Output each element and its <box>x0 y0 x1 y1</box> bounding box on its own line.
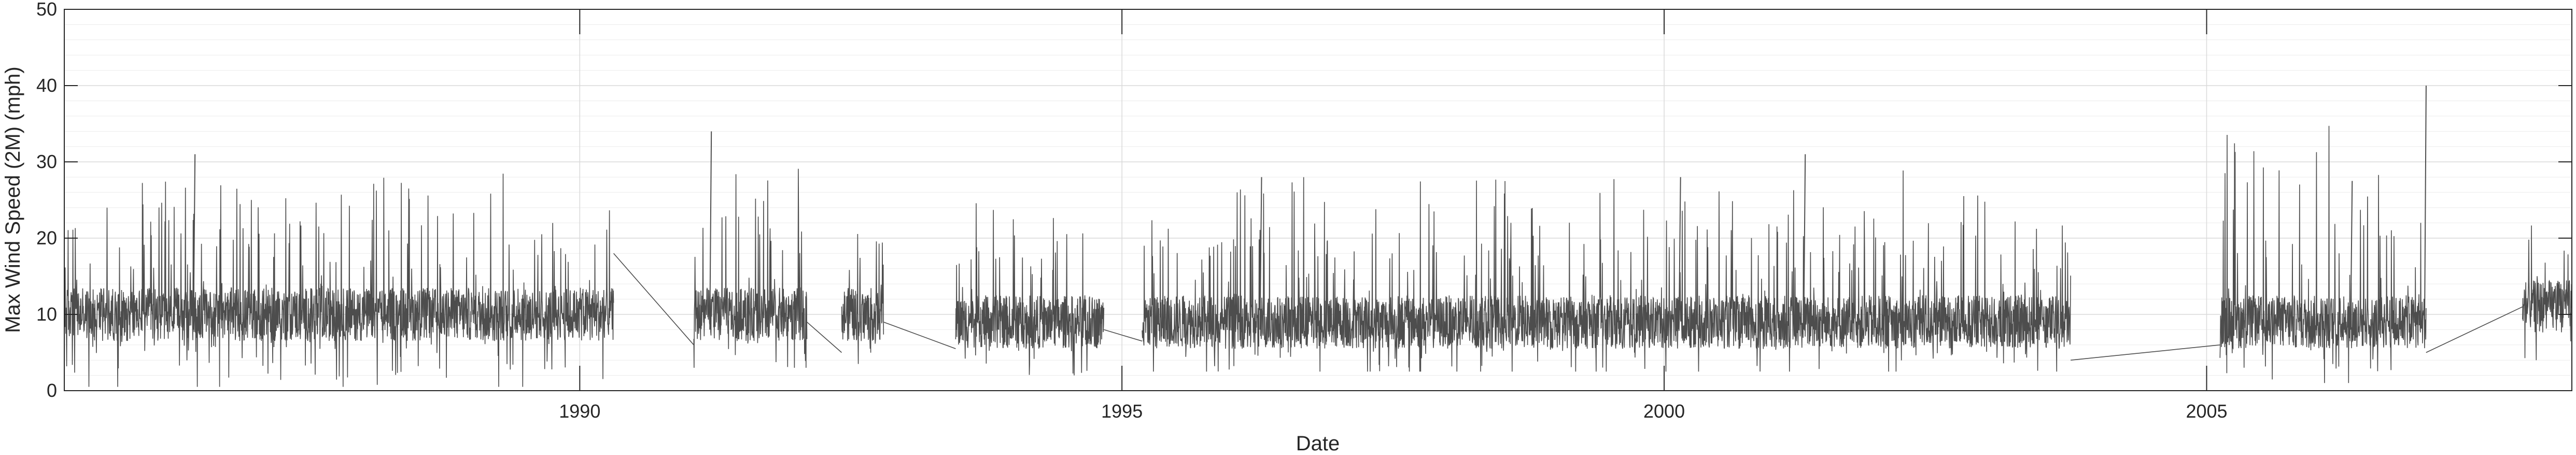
series-segment <box>2219 126 2427 383</box>
plot-background <box>64 9 2572 391</box>
x-tick-label: 2000 <box>1643 401 1685 422</box>
plot-frame <box>64 9 2572 391</box>
x-tick-label: 2005 <box>2186 401 2227 422</box>
gap-connector <box>613 253 694 346</box>
y-tick-label: 50 <box>36 0 57 20</box>
y-tick-label: 40 <box>36 75 57 96</box>
series-segment <box>2522 225 2572 361</box>
x-tick-label: 1995 <box>1101 401 1143 422</box>
peak-spike <box>2424 85 2427 330</box>
series-segment <box>1142 170 2071 372</box>
x-tick-label: 1990 <box>559 401 600 422</box>
series-segment <box>64 173 614 387</box>
series-segment <box>693 169 808 368</box>
gap-connector <box>806 322 842 353</box>
peak-spike <box>1678 177 1681 330</box>
y-tick-label: 20 <box>36 227 57 249</box>
peak-spike <box>1259 177 1262 330</box>
series-segment <box>955 203 1105 376</box>
y-tick-label: 0 <box>47 380 57 401</box>
x-axis-title: Date <box>1296 432 1340 455</box>
y-tick-label: 30 <box>36 151 57 172</box>
peak-spike <box>2350 181 2353 330</box>
gap-connector <box>1104 329 1143 342</box>
x-tick-labels: 1990 1995 2000 2005 <box>559 401 2227 422</box>
gap-connector <box>2071 344 2220 361</box>
series-layer <box>64 85 2572 387</box>
tick-marks <box>64 9 2572 391</box>
gap-connector <box>2426 306 2523 353</box>
peak-spike <box>193 154 196 330</box>
peak-spike <box>709 131 712 330</box>
peak-spike <box>1803 154 1806 330</box>
y-tick-labels: 0 10 20 30 40 50 <box>36 0 57 401</box>
y-tick-label: 10 <box>36 304 57 325</box>
gap-connector <box>883 321 956 349</box>
series-segment <box>841 233 884 364</box>
y-axis-title: Max Wind Speed (2M) (mph) <box>2 66 24 333</box>
